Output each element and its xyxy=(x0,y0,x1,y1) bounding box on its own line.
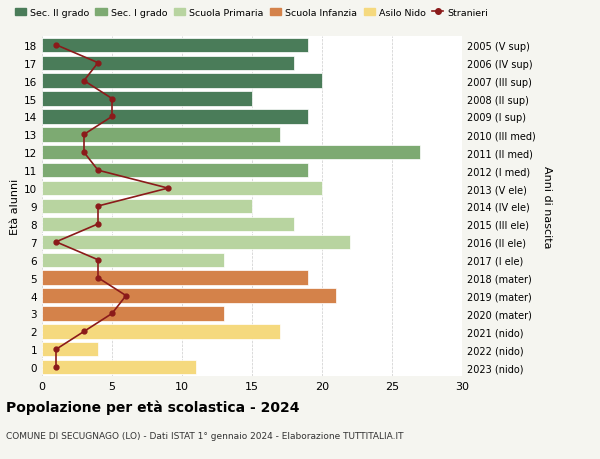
Bar xyxy=(42,271,308,285)
Bar xyxy=(42,56,294,71)
Y-axis label: Anni di nascita: Anni di nascita xyxy=(542,165,552,248)
Bar xyxy=(42,128,280,142)
Bar xyxy=(42,235,350,249)
Bar xyxy=(42,217,294,232)
Legend: Sec. II grado, Sec. I grado, Scuola Primaria, Scuola Infanzia, Asilo Nido, Stran: Sec. II grado, Sec. I grado, Scuola Prim… xyxy=(11,5,492,21)
Bar xyxy=(42,39,308,53)
Text: Popolazione per età scolastica - 2024: Popolazione per età scolastica - 2024 xyxy=(6,399,299,414)
Bar xyxy=(42,74,322,89)
Bar xyxy=(42,289,336,303)
Bar xyxy=(42,307,224,321)
Bar xyxy=(42,360,196,375)
Y-axis label: Età alunni: Età alunni xyxy=(10,179,20,235)
Bar xyxy=(42,110,308,124)
Bar xyxy=(42,342,98,357)
Bar xyxy=(42,199,252,214)
Bar xyxy=(42,325,280,339)
Text: COMUNE DI SECUGNAGO (LO) - Dati ISTAT 1° gennaio 2024 - Elaborazione TUTTITALIA.: COMUNE DI SECUGNAGO (LO) - Dati ISTAT 1°… xyxy=(6,431,404,441)
Bar xyxy=(42,253,224,267)
Bar xyxy=(42,146,420,160)
Bar xyxy=(42,181,322,196)
Bar xyxy=(42,164,308,178)
Bar xyxy=(42,92,252,106)
